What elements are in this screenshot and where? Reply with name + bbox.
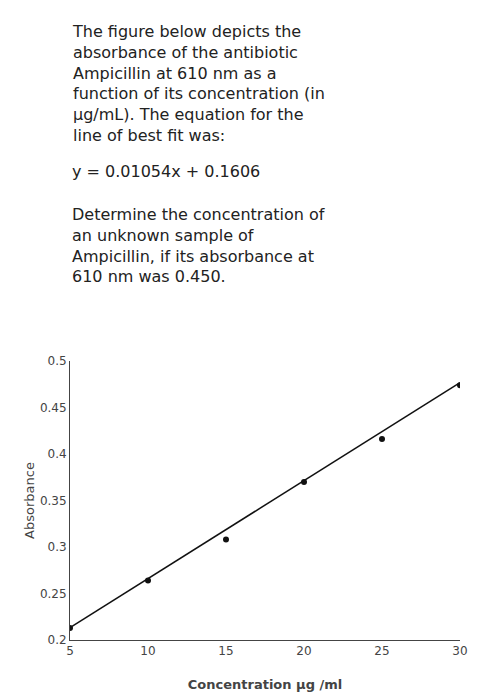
svg-text:y = 0.01054x + 0.1606: y = 0.01054x + 0.1606: [72, 162, 260, 181]
svg-text:30: 30: [452, 644, 467, 658]
svg-text:15: 15: [218, 644, 233, 658]
svg-text:0.45: 0.45: [40, 401, 67, 415]
svg-text:0.3: 0.3: [48, 540, 67, 554]
svg-text:0.2: 0.2: [48, 633, 67, 647]
svg-text:5: 5: [66, 644, 74, 658]
svg-text:The figure below depicts theab: The figure below depicts theabsorbance o…: [72, 22, 325, 145]
svg-text:20: 20: [296, 644, 311, 658]
svg-text:0.4: 0.4: [48, 447, 67, 461]
svg-text:Determine the concentration of: Determine the concentration ofan unknown…: [72, 205, 325, 286]
svg-text:Concentration μg /ml: Concentration μg /ml: [188, 677, 342, 692]
svg-text:0.25: 0.25: [40, 587, 67, 601]
svg-text:10: 10: [140, 644, 155, 658]
svg-text:0.35: 0.35: [40, 494, 67, 508]
svg-text:0.5: 0.5: [48, 354, 67, 368]
svg-text:Absorbance: Absorbance: [22, 462, 37, 539]
svg-text:25: 25: [374, 644, 389, 658]
